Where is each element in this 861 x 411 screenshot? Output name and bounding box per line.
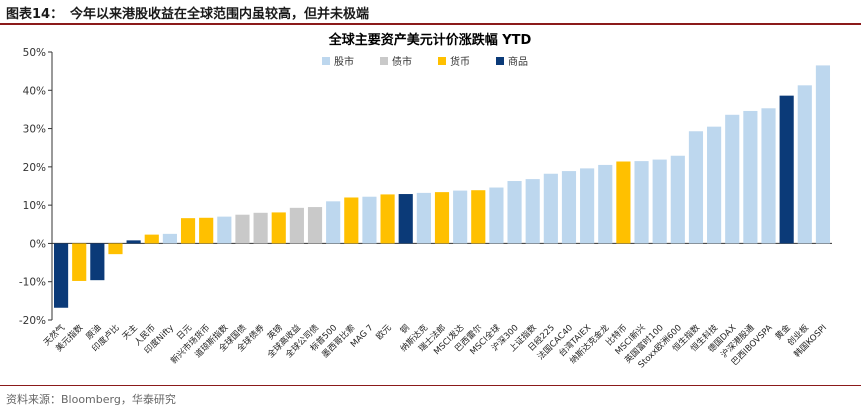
y-tick-label: 0% [29, 238, 46, 250]
y-tick-label: 50% [23, 47, 46, 59]
bar-9 [217, 216, 232, 244]
legend-label-bond: 债市 [392, 55, 412, 68]
bar-39 [761, 108, 776, 244]
legend: 股市 债市 货币 商品 [322, 55, 528, 68]
footer-rule [0, 385, 861, 386]
y-tick-label: 10% [23, 200, 46, 212]
bar-7 [180, 218, 196, 244]
bar-10 [235, 214, 250, 244]
bar-42 [815, 65, 831, 244]
x-tick-label: 欧元 [374, 322, 394, 342]
header-rule [0, 23, 861, 25]
bar-2 [90, 243, 105, 281]
bar-19 [398, 194, 413, 244]
source-note: 资料来源：Bloomberg，华泰研究 [6, 393, 176, 406]
legend-swatch-bond [380, 57, 388, 65]
bar-1 [72, 243, 87, 281]
bar-38 [743, 110, 758, 244]
chart-title: 全球主要资产美元计价涨跌幅 YTD [328, 32, 532, 48]
figure-title: 今年以来港股收益在全球范围内虽较高，但并未极端 [70, 7, 370, 22]
bar-35 [688, 131, 704, 244]
bar-24 [489, 187, 504, 244]
bar-30 [598, 164, 613, 244]
bars [54, 65, 831, 308]
bar-22 [453, 190, 468, 244]
bar-15 [326, 201, 341, 244]
bar-13 [289, 207, 304, 244]
bar-20 [416, 192, 431, 244]
legend-swatch-stock [322, 57, 330, 65]
bar-26 [525, 179, 540, 244]
y-tick-label: -10% [19, 277, 46, 289]
bar-37 [725, 114, 740, 244]
bar-chart: 全球主要资产美元计价涨跌幅 YTD 股市 债市 货币 商品 -20% -10% 0% 10%… [19, 32, 832, 370]
figure-label: 图表14： [6, 7, 64, 22]
bar-11 [253, 212, 268, 244]
bar-14 [307, 207, 323, 244]
y-tick-label: 20% [23, 162, 46, 174]
bar-0 [54, 243, 69, 308]
bar-17 [362, 196, 377, 244]
legend-swatch-currency [438, 57, 446, 65]
bar-40 [779, 95, 794, 244]
bar-27 [543, 173, 558, 244]
y-tick-label: -20% [19, 315, 46, 327]
figure-header: 图表14： 今年以来港股收益在全球范围内虽较高，但并未极端 [0, 0, 861, 25]
bar-12 [271, 212, 286, 244]
bar-21 [434, 192, 450, 244]
bar-6 [162, 233, 177, 244]
legend-swatch-commodity [496, 57, 504, 65]
legend-label-currency: 货币 [450, 55, 470, 68]
bar-16 [344, 197, 359, 244]
bar-4 [126, 240, 141, 244]
bar-18 [380, 194, 395, 244]
bar-34 [670, 155, 685, 244]
bar-32 [634, 161, 649, 244]
bar-8 [199, 217, 214, 244]
x-tick-label: 铜 [398, 322, 412, 336]
bar-28 [561, 171, 577, 244]
bar-5 [144, 234, 159, 244]
bar-41 [797, 85, 812, 244]
legend-label-stock: 股市 [334, 55, 354, 68]
bar-23 [471, 190, 486, 244]
bar-29 [580, 168, 595, 244]
bar-25 [507, 181, 522, 244]
bar-31 [616, 161, 631, 244]
bar-33 [652, 159, 667, 244]
bar-3 [108, 243, 123, 255]
legend-label-commodity: 商品 [508, 55, 528, 68]
y-tick-label: 30% [23, 124, 46, 136]
bar-36 [707, 126, 722, 244]
y-tick-label: 40% [23, 85, 46, 97]
